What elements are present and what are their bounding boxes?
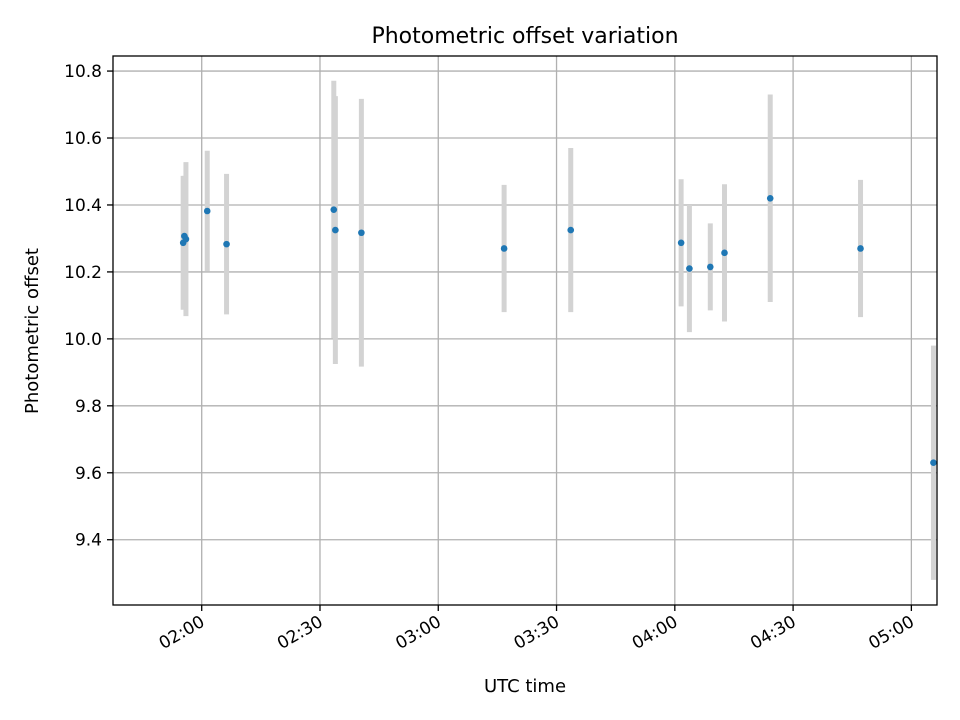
data-point xyxy=(203,207,211,215)
y-tick-label: 10.2 xyxy=(64,263,102,283)
data-point xyxy=(330,206,338,213)
y-tick-label: 9.4 xyxy=(75,531,102,551)
data-point xyxy=(358,229,365,237)
grid-lines xyxy=(113,56,937,605)
data-points xyxy=(179,194,937,467)
y-axis-label: Photometric offset xyxy=(22,248,43,414)
y-tick-label: 10.8 xyxy=(64,62,102,82)
chart-title: Photometric offset variation xyxy=(371,24,678,49)
y-tick-label: 9.8 xyxy=(75,397,102,417)
y-tick-label: 10.0 xyxy=(64,330,102,350)
data-point xyxy=(857,245,864,252)
data-point xyxy=(930,459,937,467)
data-point xyxy=(766,194,774,202)
y-tick-label: 9.6 xyxy=(75,464,102,484)
data-point xyxy=(721,249,728,257)
data-point xyxy=(677,239,685,247)
data-point xyxy=(567,226,575,234)
data-point xyxy=(686,265,693,272)
y-tick-label: 10.4 xyxy=(64,196,102,216)
x-axis-label: UTC time xyxy=(484,676,566,697)
data-point xyxy=(332,226,339,234)
data-point xyxy=(182,235,190,243)
data-point xyxy=(500,245,508,252)
y-axis-ticks: 9.4 9.6 9.8 10.0 10.2 10.4 10.6 10.8 xyxy=(64,62,113,551)
plot-frame xyxy=(112,55,938,606)
data-point xyxy=(707,263,714,271)
y-tick-label: 10.6 xyxy=(64,129,102,149)
data-point xyxy=(223,240,230,248)
